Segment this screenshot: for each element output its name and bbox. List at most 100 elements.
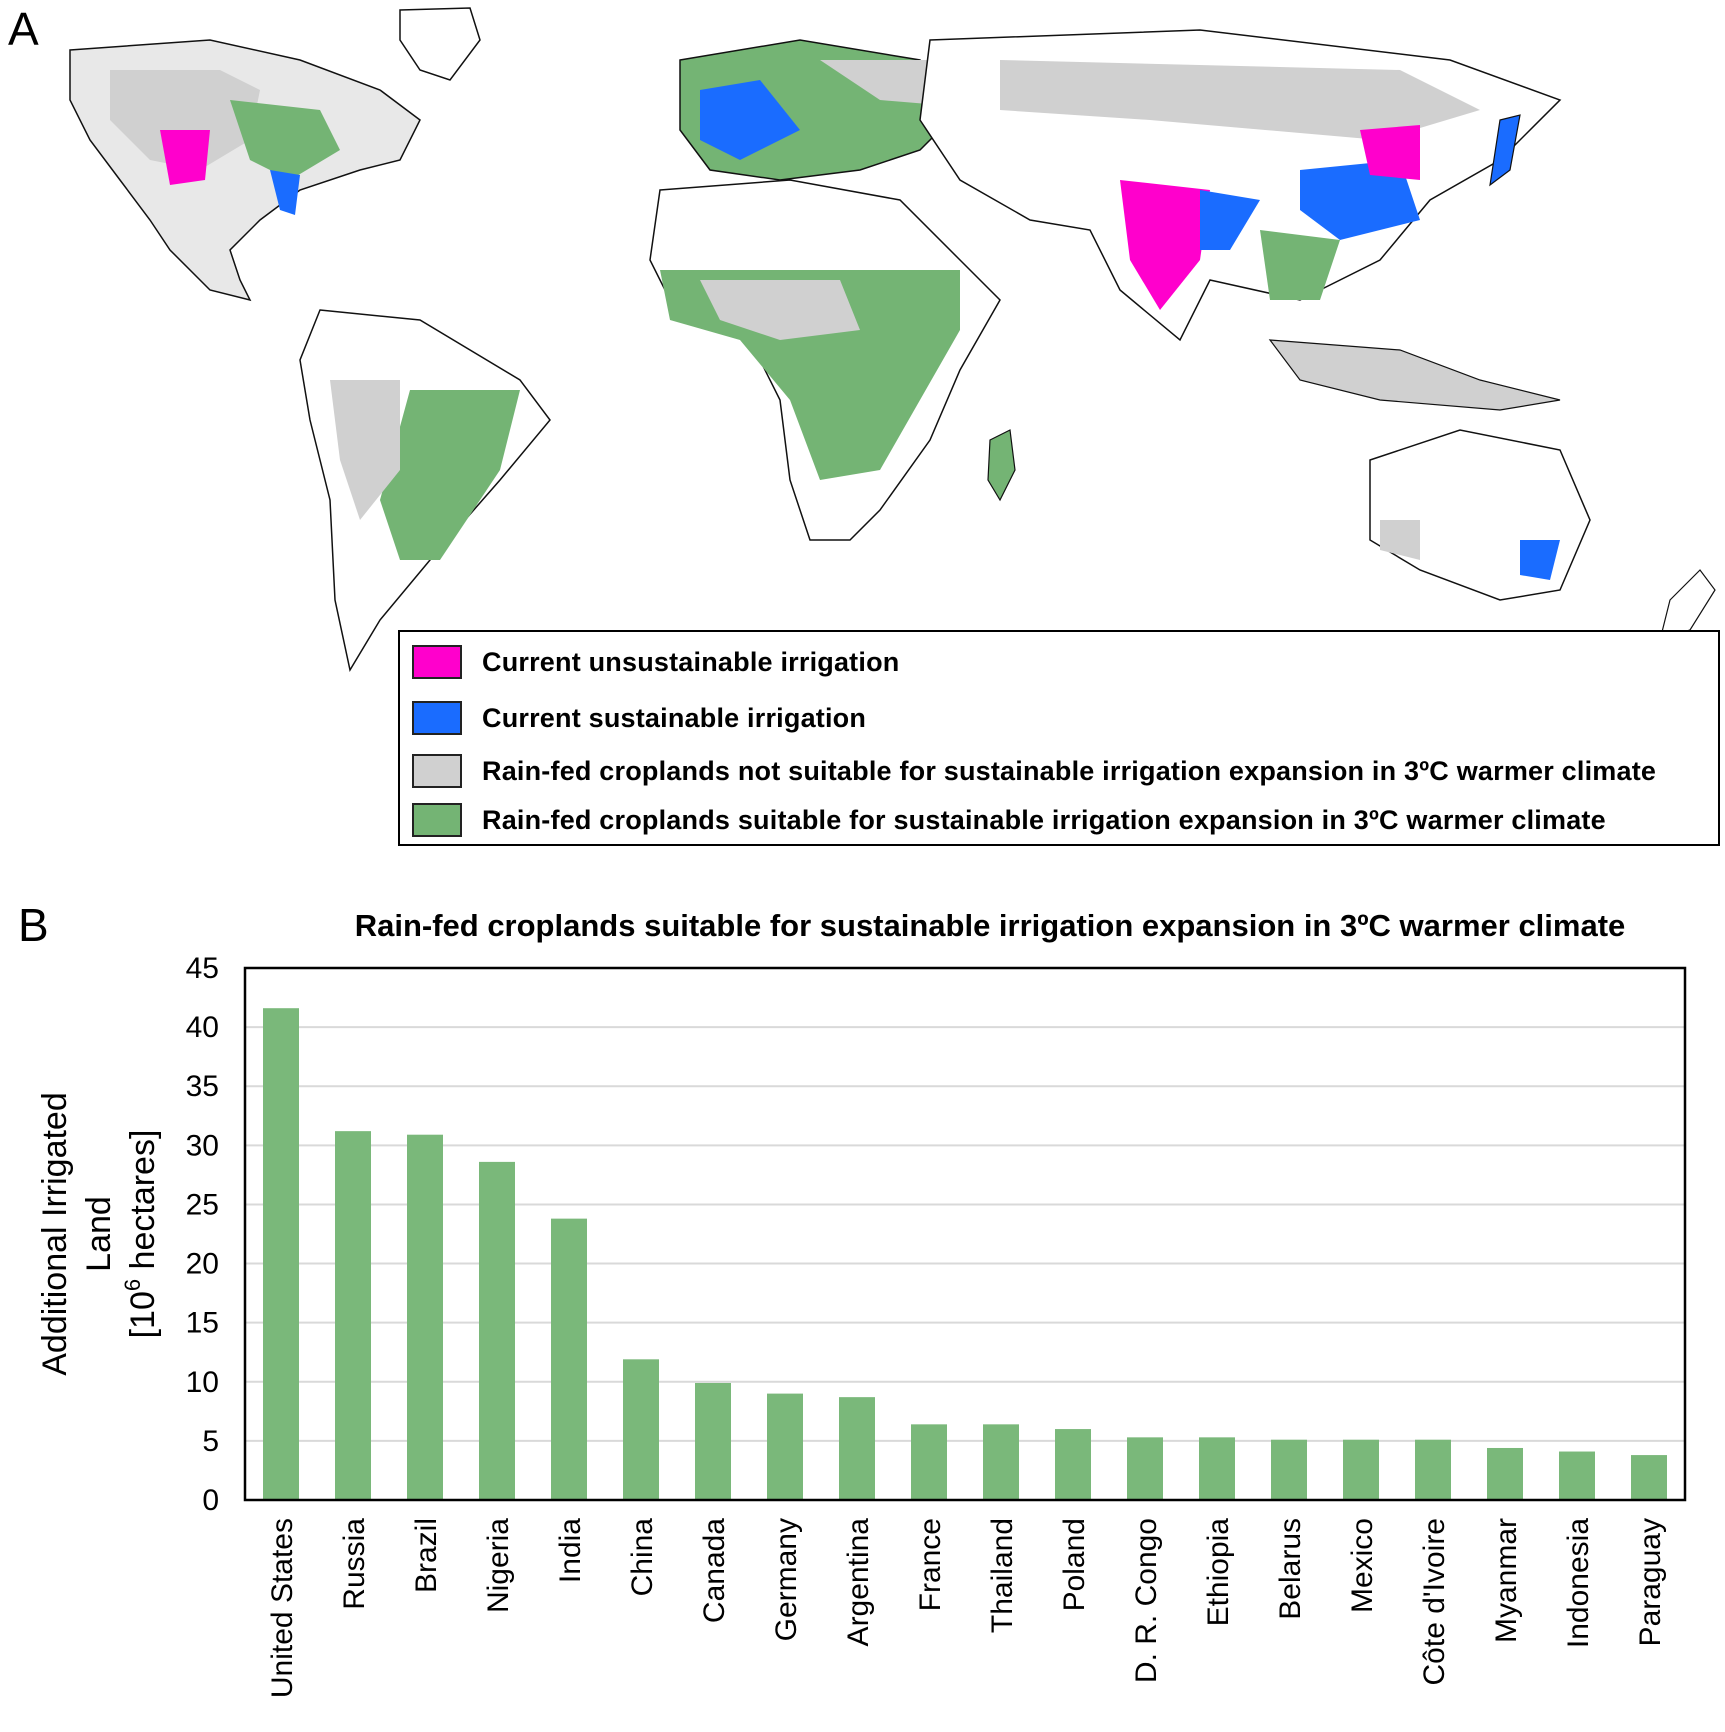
x-tick-label: Côte d'Ivoire (1418, 1518, 1451, 1685)
x-tick-label: India (554, 1518, 587, 1583)
x-tick-label: Germany (770, 1518, 803, 1641)
bar (551, 1218, 587, 1500)
y-tick-label: 40 (186, 1011, 219, 1044)
bar (767, 1393, 803, 1500)
bar (1559, 1451, 1595, 1500)
y-axis-label: Additional Irrigated Land [106 hectares] (36, 1092, 162, 1376)
y-tick-label: 0 (202, 1484, 219, 1517)
legend-item-not-suitable: Rain-fed croplands not suitable for sust… (412, 751, 1656, 791)
y-tick-labels: 0 5 10 15 20 25 30 35 40 45 (186, 952, 219, 1517)
bar (911, 1424, 947, 1500)
legend-item-unsustainable: Current unsustainable irrigation (412, 642, 899, 682)
bar (695, 1382, 731, 1500)
legend-label-unsustainable: Current unsustainable irrigation (482, 646, 900, 677)
panel-label-b: B (18, 899, 49, 951)
bar (839, 1397, 875, 1500)
x-tick-label: Argentina (842, 1518, 875, 1647)
east-asia-sustainable (1300, 160, 1420, 240)
world-map (69, 7, 1716, 673)
y-tick-label: 15 (186, 1307, 219, 1340)
madagascar-landmass (987, 429, 1016, 502)
south-america-rainfed (330, 380, 400, 520)
east-asia-unsustainable (1360, 125, 1420, 180)
x-tick-label: Canada (698, 1518, 731, 1623)
x-tick-label: United States (266, 1518, 299, 1698)
y-tick-label: 25 (186, 1188, 219, 1221)
panel-label-a: A (8, 3, 39, 55)
legend-swatch-unsustainable (412, 645, 462, 679)
africa-rainfed (700, 280, 860, 340)
y-axis-label-line-2: Land (80, 1196, 118, 1272)
chart-title: Rain-fed croplands suitable for sustaina… (355, 908, 1626, 943)
europe-sustainable (700, 80, 800, 160)
y-axis-unit-sup: 6 (120, 1279, 145, 1291)
map-panel: A Current unsustainable irrigation Curre… (0, 0, 1725, 860)
legend-swatch-suitable (412, 803, 462, 837)
y-tick-label: 45 (186, 952, 219, 985)
greenland-landmass (399, 7, 481, 81)
bar (407, 1134, 443, 1500)
x-tick-label: Nigeria (482, 1518, 515, 1613)
bar (479, 1161, 515, 1500)
y-tick-label: 5 (202, 1425, 219, 1458)
x-tick-label: Brazil (410, 1518, 443, 1593)
south-america-suitable (380, 390, 520, 560)
x-tick-label: Belarus (1274, 1518, 1307, 1620)
y-tick-label: 30 (186, 1129, 219, 1162)
x-tick-label: Mexico (1346, 1518, 1379, 1613)
x-tick-label: France (914, 1518, 947, 1611)
legend-label-sustainable: Current sustainable irrigation (482, 702, 867, 733)
x-tick-label: China (626, 1518, 659, 1597)
y-tick-label: 10 (186, 1366, 219, 1399)
x-tick-label: Indonesia (1562, 1518, 1595, 1648)
australia-rainfed (1380, 520, 1420, 560)
bar (1199, 1437, 1235, 1500)
north-america-unsustainable (160, 130, 210, 185)
bar (983, 1424, 1019, 1500)
bar (1055, 1429, 1091, 1500)
bar (1343, 1439, 1379, 1500)
map-legend: Current unsustainable irrigation Current… (398, 630, 1720, 846)
japan-landmass (1489, 114, 1521, 187)
asia-sustainable (1200, 190, 1260, 250)
x-tick-label: Ethiopia (1202, 1518, 1235, 1627)
legend-label-not-suitable: Rain-fed croplands not suitable for sust… (482, 755, 1657, 786)
y-tick-label: 35 (186, 1070, 219, 1103)
asia-unsustainable (1120, 180, 1210, 310)
x-tick-label: Thailand (986, 1518, 1019, 1633)
bar-chart: Rain-fed croplands suitable for sustaina… (36, 908, 1687, 1698)
bar (263, 1008, 299, 1500)
bar (1415, 1439, 1451, 1500)
y-axis-label-unit: [106 hectares] (120, 1130, 162, 1339)
bar (623, 1359, 659, 1500)
bar (1271, 1439, 1307, 1500)
legend-item-suitable: Rain-fed croplands suitable for sustaina… (412, 800, 1606, 840)
bar (335, 1131, 371, 1500)
bars (263, 1008, 1667, 1500)
bar (1631, 1455, 1667, 1500)
north-america-rainfed (110, 70, 260, 170)
y-axis-unit-prefix: [10 (124, 1291, 162, 1338)
legend-label-suitable: Rain-fed croplands suitable for sustaina… (482, 804, 1606, 835)
bar (1487, 1447, 1523, 1500)
x-tick-label: Russia (338, 1518, 371, 1610)
x-tick-label: Poland (1058, 1518, 1091, 1611)
bar (1127, 1437, 1163, 1500)
australia-sustainable (1520, 540, 1560, 580)
x-tick-label: D. R. Congo (1130, 1518, 1163, 1683)
y-tick-label: 20 (186, 1248, 219, 1281)
legend-swatch-not-suitable (412, 754, 462, 788)
north-america-sustainable (270, 170, 300, 215)
x-tick-labels: United States Russia Brazil Nigeria India Chi… (266, 1518, 1667, 1698)
y-axis-unit-suffix: hectares] (124, 1130, 162, 1279)
gridlines (245, 1026, 1685, 1442)
y-axis-label-line-1: Additional Irrigated (36, 1092, 74, 1376)
north-america-suitable (230, 100, 340, 180)
australia-landmass (1369, 429, 1591, 601)
x-tick-label: Paraguay (1634, 1518, 1667, 1646)
x-tick-label: Myanmar (1490, 1518, 1523, 1643)
legend-item-sustainable: Current sustainable irrigation (412, 698, 866, 738)
asia-rainfed (1000, 60, 1480, 140)
plot-frame (243, 966, 1687, 1502)
legend-swatch-sustainable (412, 701, 462, 735)
